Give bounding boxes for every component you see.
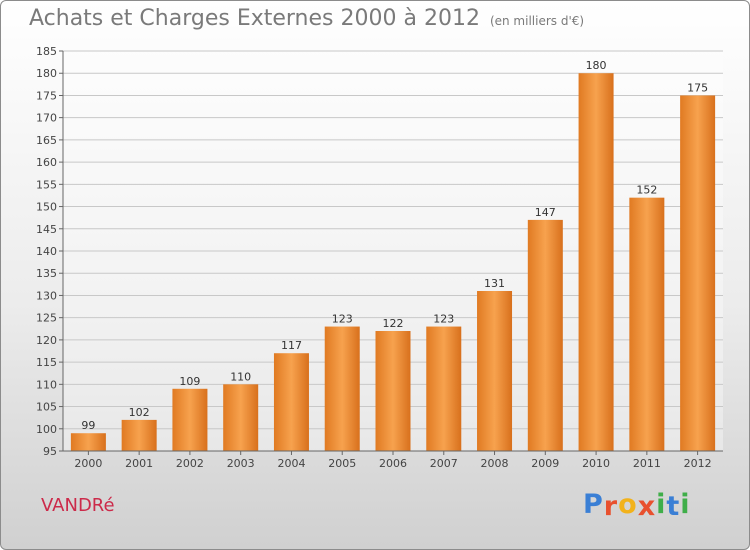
data-label-2004: 117 — [281, 339, 302, 352]
commune-name: VANDRé — [41, 495, 115, 516]
bar-2000 — [70, 433, 106, 451]
bar-2007 — [426, 326, 462, 451]
y-tick-label: 175 — [36, 89, 57, 102]
x-tick-label: 2008 — [481, 457, 509, 470]
data-label-2002: 109 — [179, 375, 200, 388]
logo-letter: i — [680, 489, 691, 520]
data-label-2008: 131 — [484, 277, 505, 290]
x-tick-label: 2005 — [328, 457, 356, 470]
y-tick-label: 95 — [43, 445, 57, 458]
bar-2005 — [324, 326, 360, 451]
y-tick-label: 115 — [36, 356, 57, 369]
data-label-2001: 102 — [129, 406, 150, 419]
x-tick-label: 2001 — [125, 457, 153, 470]
data-label-2012: 175 — [687, 81, 708, 94]
y-tick-label: 165 — [36, 134, 57, 147]
y-tick-label: 155 — [36, 178, 57, 191]
data-label-2010: 180 — [586, 59, 607, 72]
x-tick-label: 2011 — [633, 457, 661, 470]
y-tick-label: 135 — [36, 267, 57, 280]
logo-letter: t — [666, 491, 681, 522]
x-tick-label: 2006 — [379, 457, 407, 470]
x-tick-label: 2007 — [430, 457, 458, 470]
x-tick-label: 2010 — [582, 457, 610, 470]
y-tick-label: 130 — [36, 289, 57, 302]
x-tick-label: 2000 — [74, 457, 102, 470]
data-label-2006: 122 — [383, 317, 404, 330]
y-tick-label: 140 — [36, 245, 57, 258]
y-tick-label: 170 — [36, 112, 57, 125]
data-label-2009: 147 — [535, 206, 556, 219]
chart-subtitle: (en milliers d'€) — [489, 14, 585, 28]
y-tick-label: 185 — [36, 45, 57, 58]
logo-letter: i — [656, 489, 667, 520]
bar-2009 — [527, 219, 563, 451]
logo-letter: r — [603, 491, 619, 522]
y-axis: 95 100 105 110 115 120 125 130 135 140 145 150 155 16… — [36, 45, 64, 458]
title-text: Achats et Charges Externes 2000 à 2012 — [29, 6, 480, 31]
x-tick-label: 2003 — [227, 457, 255, 470]
logo-letter: x — [637, 491, 657, 522]
y-tick-label: 145 — [36, 223, 57, 236]
bar-2011 — [629, 197, 665, 451]
x-tick-label: 2004 — [277, 457, 305, 470]
y-tick-label: 125 — [36, 312, 57, 325]
y-tick-label: 120 — [36, 334, 57, 347]
x-tick-label: 2012 — [684, 457, 712, 470]
y-tick-label: 100 — [36, 423, 57, 436]
y-tick-label: 150 — [36, 201, 57, 214]
bars: 99 102 109 110 117 123 122 123 131 147 180 152 175 — [70, 59, 716, 451]
bar-2001 — [121, 419, 157, 451]
chart-title: Achats et Charges Externes 2000 à 2012 (e… — [29, 6, 584, 31]
y-tick-label: 110 — [36, 378, 57, 391]
y-tick-label: 160 — [36, 156, 57, 169]
bar-2008 — [477, 291, 513, 451]
data-label-2000: 99 — [81, 419, 95, 432]
bar-2002 — [172, 388, 208, 451]
logo-letter: P — [583, 489, 604, 520]
x-tick-label: 2002 — [176, 457, 204, 470]
y-tick-label: 105 — [36, 401, 57, 414]
data-label-2011: 152 — [636, 184, 657, 197]
proxiti-logo: Proxiti — [583, 489, 691, 522]
bar-2003 — [223, 384, 259, 451]
logo-letter: o — [618, 489, 638, 520]
bar-2006 — [375, 331, 411, 451]
data-label-2007: 123 — [433, 313, 454, 326]
data-label-2003: 110 — [230, 370, 251, 383]
x-tick-label: 2009 — [531, 457, 559, 470]
bar-2010 — [578, 73, 614, 451]
data-label-2005: 123 — [332, 313, 353, 326]
bar-2012 — [680, 95, 716, 451]
x-axis: 2000 2001 2002 2003 2004 2005 2006 2007 2008 2009… — [63, 450, 723, 470]
y-tick-label: 180 — [36, 67, 57, 80]
bar-2004 — [273, 353, 309, 451]
